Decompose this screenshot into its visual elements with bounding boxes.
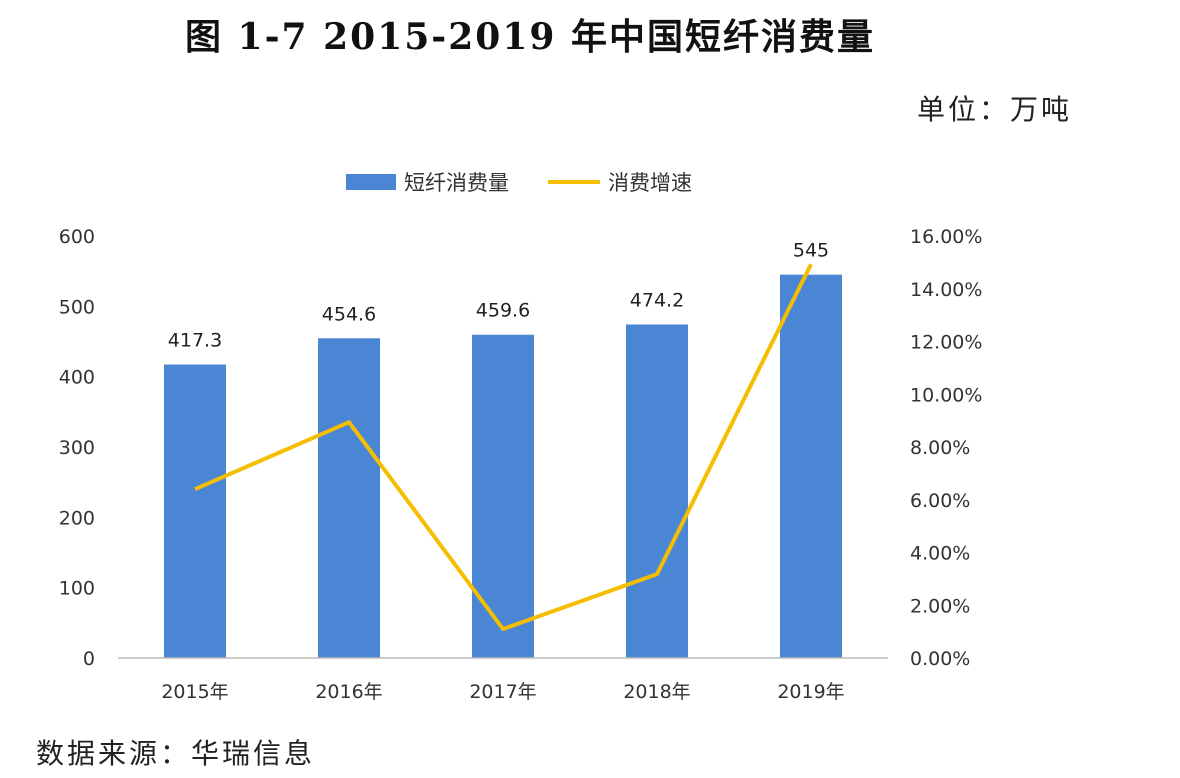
right-axis-tick: 8.00% — [910, 437, 970, 459]
legend-swatch-bar — [346, 174, 396, 190]
left-axis-tick: 300 — [59, 437, 95, 459]
bar-data-label: 545 — [793, 240, 829, 262]
right-axis-tick: 0.00% — [910, 648, 970, 670]
bar — [164, 364, 226, 658]
x-axis-tick: 2017年 — [469, 681, 536, 703]
legend-label-bar: 短纤消费量 — [404, 171, 509, 195]
source-note: 数据来源：华瑞信息 — [36, 737, 316, 770]
x-axis-tick: 2018年 — [623, 681, 690, 703]
left-axis-tick: 200 — [59, 507, 95, 529]
legend-label-line: 消费增速 — [608, 171, 692, 195]
chart-title: 图 1-7 2015-2019 年中国短纤消费量 — [185, 16, 875, 58]
bar-data-label: 474.2 — [630, 289, 684, 311]
right-axis-tick: 6.00% — [910, 490, 970, 512]
bar — [472, 334, 534, 658]
right-axis-tick: 10.00% — [910, 384, 982, 406]
right-axis-tick: 12.00% — [910, 332, 982, 354]
growth-line — [194, 263, 813, 631]
bar — [318, 338, 380, 658]
x-axis-tick: 2016年 — [315, 681, 382, 703]
bar-data-label: 454.6 — [322, 303, 376, 325]
bar-data-label: 417.3 — [168, 329, 222, 351]
bar-data-label: 459.6 — [476, 300, 530, 322]
right-axis-tick: 14.00% — [910, 279, 982, 301]
left-axis-tick: 600 — [59, 226, 95, 248]
x-axis-tick: 2019年 — [777, 681, 844, 703]
right-axis-tick: 4.00% — [910, 543, 970, 565]
left-axis-tick: 500 — [59, 296, 95, 318]
right-axis-tick: 2.00% — [910, 595, 970, 617]
unit-label: 单位：万吨 — [916, 93, 1072, 126]
left-axis-tick: 100 — [59, 578, 95, 600]
left-axis-tick: 0 — [83, 648, 95, 670]
right-axis-tick: 16.00% — [910, 226, 982, 248]
bar — [780, 274, 842, 658]
bar — [626, 324, 688, 658]
left-axis-tick: 400 — [59, 367, 95, 389]
x-axis-tick: 2015年 — [161, 681, 228, 703]
